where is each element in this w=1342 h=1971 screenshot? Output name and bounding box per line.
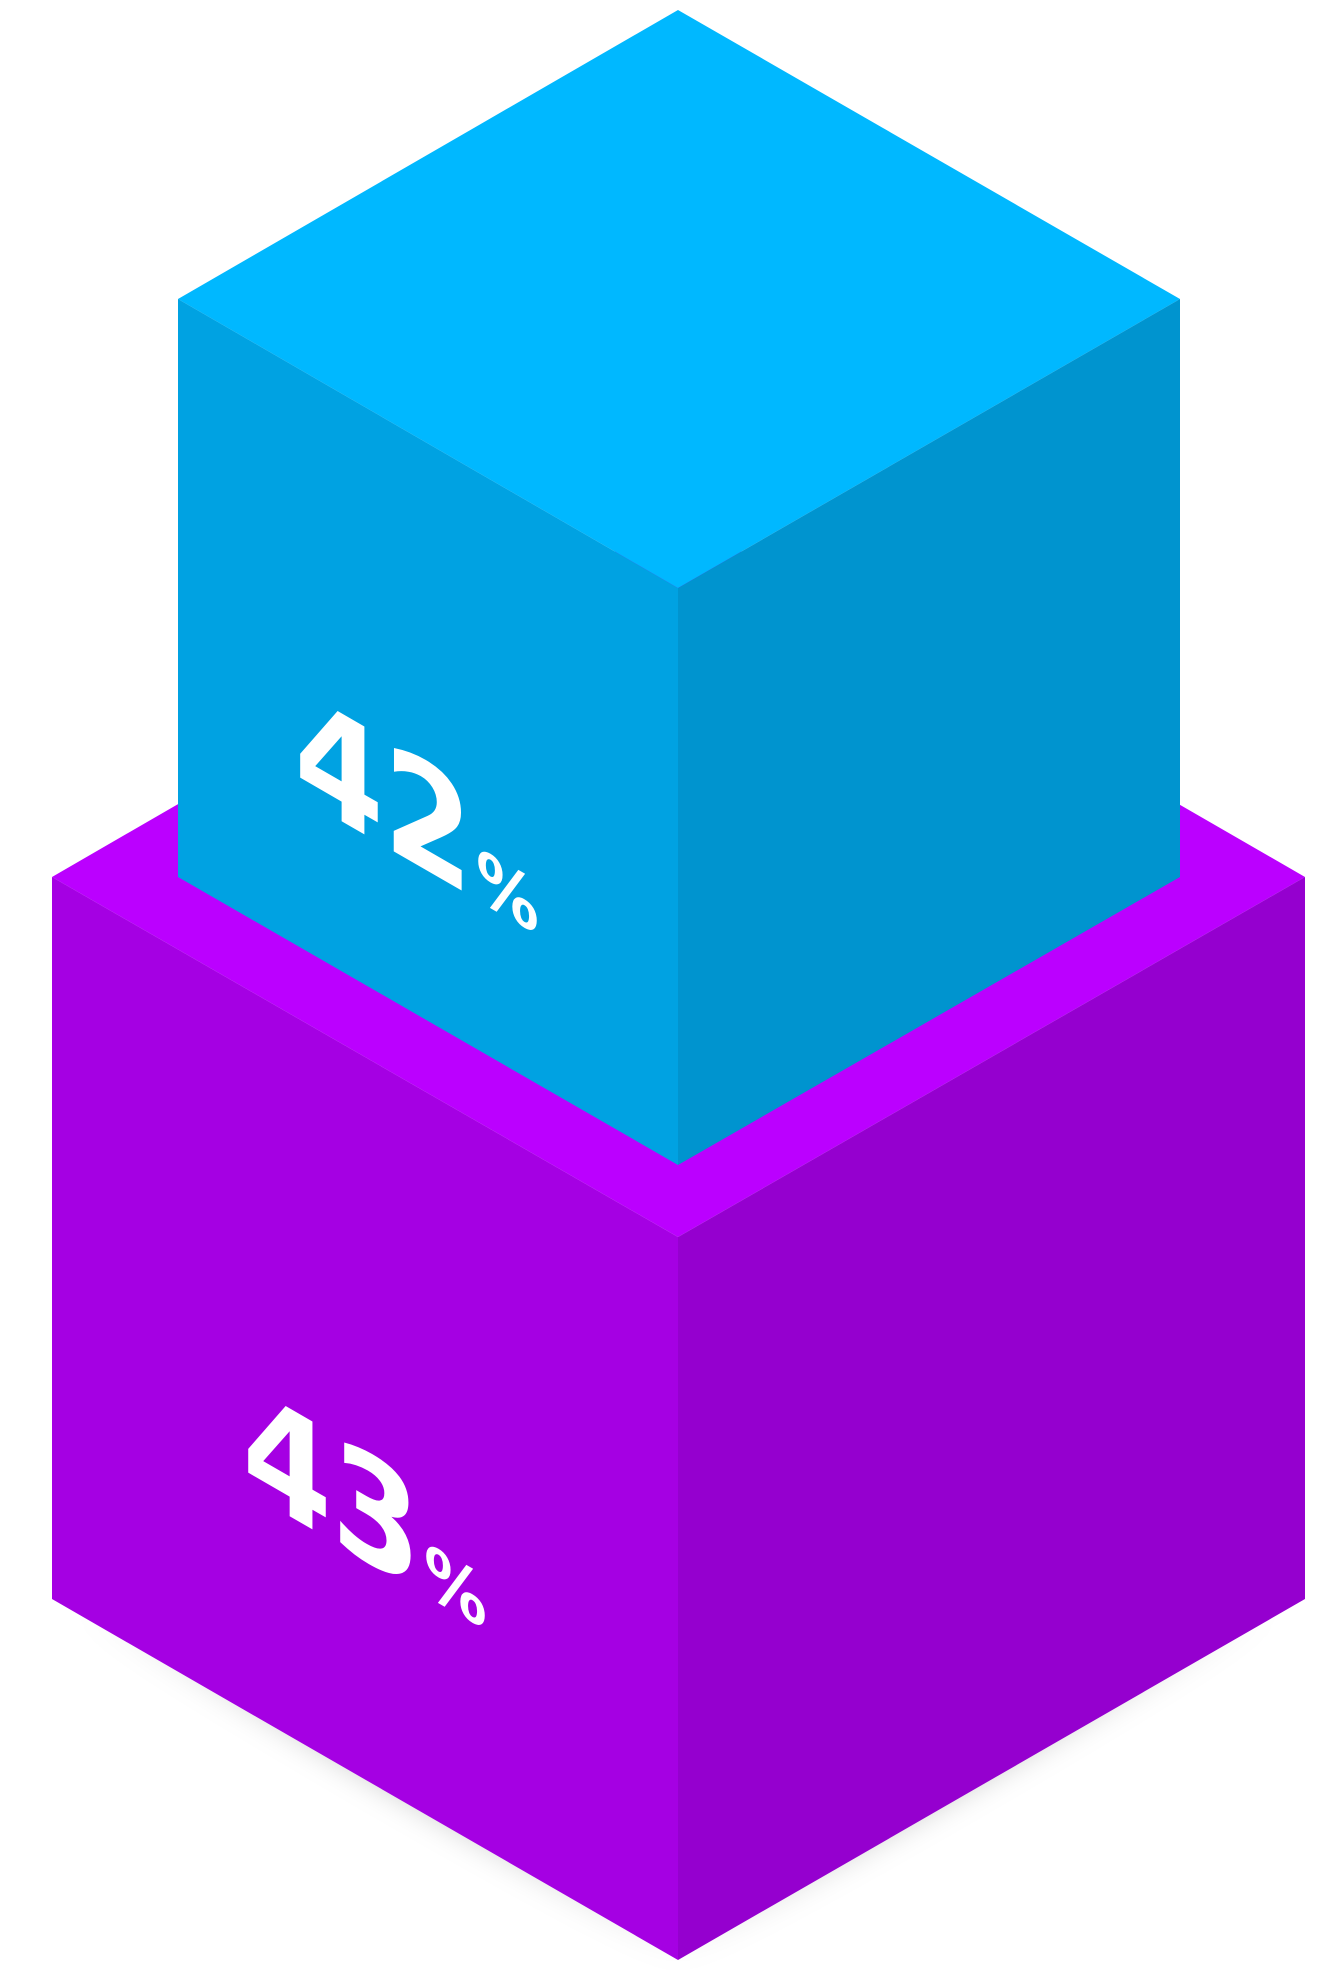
top-cube-top-face (178, 10, 1180, 588)
bottom-cube-right-face (678, 877, 1305, 1960)
top-cube-left-face (178, 299, 678, 1165)
top-cube: 42% (178, 10, 1180, 1165)
top-cube-right-face (678, 299, 1180, 1165)
bottom-cube-left-face (52, 877, 678, 1960)
